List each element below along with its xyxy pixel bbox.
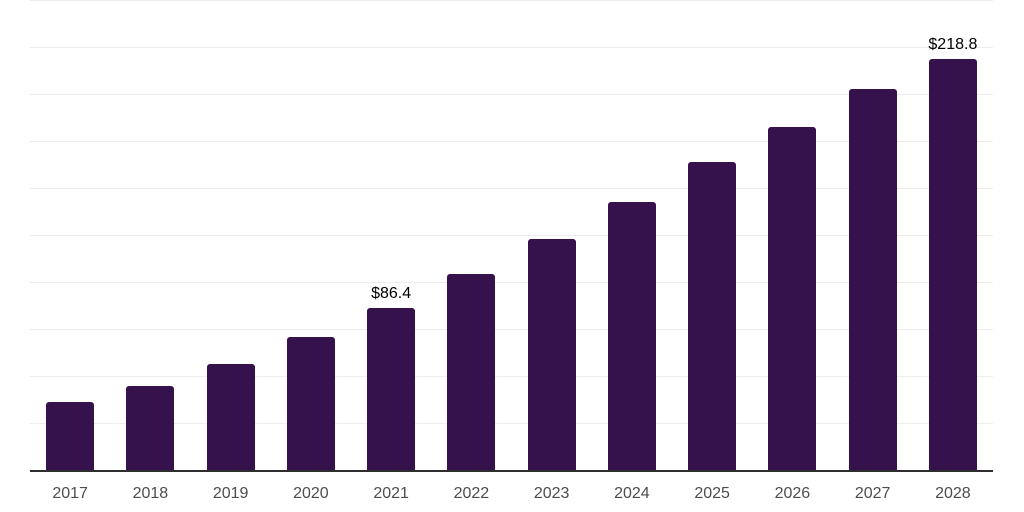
gridline [30,423,993,424]
gridline [30,94,993,95]
gridline [30,376,993,377]
x-tick-label-2023: 2023 [533,485,570,502]
gridline [30,235,993,236]
x-tick-label-2020: 2020 [293,485,329,502]
x-tick-label-2028: 2028 [935,485,971,502]
bar-column [110,0,190,470]
x-tick-label-2025: 2025 [694,485,730,502]
bar-2018 [126,386,175,470]
value-label-2028: $218.8 [928,35,978,53]
bar-2028 [928,58,977,470]
bar-2022 [447,273,496,470]
bar-column [672,0,752,470]
bar-2021 [367,307,416,470]
value-label-2021: $86.4 [371,284,412,302]
bar-column [833,0,913,470]
bar-2019 [206,364,255,470]
gridline [30,329,993,330]
bar-2017 [46,401,95,470]
bar-2026 [768,127,817,470]
bar-column [271,0,351,470]
x-tick-label-2022: 2022 [453,485,490,502]
gridline [30,188,993,189]
bar-column [752,0,832,470]
x-tick-label-2018: 2018 [132,485,169,502]
bar-2023 [527,238,576,470]
x-tick-label-2017: 2017 [52,485,88,502]
x-tick-label-2024: 2024 [614,485,650,502]
bar-2024 [607,201,656,470]
bar-column: $218.8 [913,0,993,470]
x-tick-label-2027: 2027 [854,485,891,502]
x-tick-label-2021: 2021 [373,485,409,502]
gridline [30,141,993,142]
bar-column [431,0,511,470]
x-tick-label-2019: 2019 [212,485,249,502]
bar-column [30,0,110,470]
bar-2025 [688,162,737,470]
bar-column [512,0,592,470]
gridline [30,282,993,283]
x-axis: 2017 2018 2019 2020 2021 2022 2023 2024 2025 2026… [30,485,993,507]
gridline [30,47,993,48]
bar-2020 [286,337,335,470]
bar-2027 [848,89,897,470]
gridline [30,0,993,1]
x-tick-label-2026: 2026 [774,485,811,502]
bar-column [191,0,271,470]
bar-column: $86.4 [351,0,431,470]
bar-column [592,0,672,470]
plot-area: $86.4 $218.8 [30,0,993,472]
